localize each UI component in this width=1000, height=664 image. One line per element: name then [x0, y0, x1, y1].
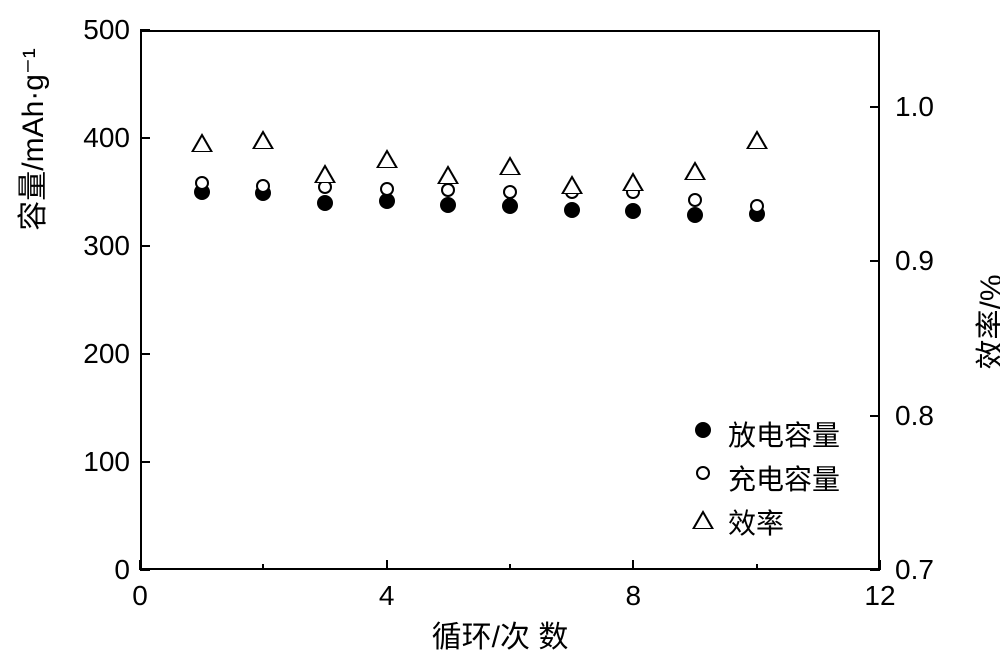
data-point [687, 207, 703, 223]
y-left-tick-label: 100 [83, 446, 130, 478]
tick-mark-minor [509, 564, 511, 570]
y-right-tick-label: 0.9 [895, 245, 934, 277]
legend-label: 放电容量 [728, 414, 840, 454]
data-point [502, 198, 518, 214]
tick-mark [632, 560, 634, 570]
data-point [317, 195, 333, 211]
data-point [688, 193, 702, 207]
data-point [440, 197, 456, 213]
tick-mark [140, 245, 150, 247]
tick-mark [139, 560, 141, 570]
tick-mark [140, 29, 150, 31]
legend-item-discharge: 放电容量 [678, 412, 840, 456]
x-tick-label: 0 [132, 580, 148, 612]
tick-mark [870, 106, 880, 108]
legend-label: 效率 [728, 502, 784, 542]
data-point [564, 202, 580, 218]
data-point [380, 182, 394, 196]
legend-item-efficiency: 效率 [678, 500, 840, 544]
data-point [750, 199, 764, 213]
y-left-tick-label: 500 [83, 14, 130, 46]
x-tick-label: 8 [626, 580, 642, 612]
y-left-tick-label: 200 [83, 338, 130, 370]
tick-mark [140, 353, 150, 355]
x-axis-label: 循环/次 数 [432, 612, 569, 656]
tick-mark [386, 560, 388, 570]
tick-mark [870, 415, 880, 417]
tick-mark [140, 461, 150, 463]
y-right-tick-label: 0.7 [895, 554, 934, 586]
x-tick-label: 12 [864, 580, 895, 612]
y-left-tick-label: 300 [83, 230, 130, 262]
tick-mark [140, 569, 150, 571]
y-left-tick-label: 400 [83, 122, 130, 154]
y-axis-right-label: 效率/% [966, 274, 1000, 369]
data-point [503, 185, 517, 199]
data-point [195, 176, 209, 190]
tick-mark [140, 137, 150, 139]
filled-circle-icon [695, 422, 711, 438]
legend-label: 充电容量 [728, 458, 840, 498]
x-tick-label: 4 [379, 580, 395, 612]
y-right-tick-label: 0.8 [895, 400, 934, 432]
tick-mark-minor [262, 564, 264, 570]
data-point [256, 179, 270, 193]
data-point [625, 203, 641, 219]
tick-mark [870, 260, 880, 262]
y-right-tick-label: 1.0 [895, 91, 934, 123]
legend: 放电容量 充电容量 效率 [678, 412, 840, 544]
tick-mark [879, 560, 881, 570]
data-point [441, 183, 455, 197]
tick-mark-minor [756, 564, 758, 570]
legend-item-charge: 充电容量 [678, 456, 840, 500]
y-axis-left-label: 容量/mAh·g⁻¹ [8, 48, 52, 231]
open-triangle-icon [692, 510, 714, 530]
y-left-tick-label: 0 [114, 554, 130, 586]
open-circle-icon [696, 466, 710, 480]
